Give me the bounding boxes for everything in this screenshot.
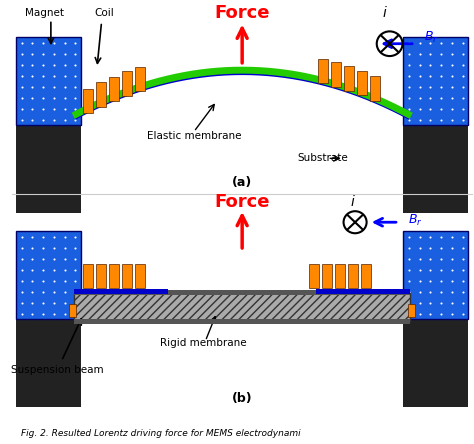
Text: Force: Force xyxy=(214,194,270,211)
Text: Magnet: Magnet xyxy=(26,8,64,18)
Bar xyxy=(403,72,468,214)
FancyBboxPatch shape xyxy=(16,37,81,125)
Text: (a): (a) xyxy=(232,176,252,189)
Bar xyxy=(109,264,119,288)
Text: Coil: Coil xyxy=(94,8,114,18)
Bar xyxy=(69,304,76,317)
Bar xyxy=(335,264,345,288)
Text: $i$: $i$ xyxy=(350,194,356,209)
Text: Suspension beam: Suspension beam xyxy=(10,365,103,375)
FancyBboxPatch shape xyxy=(403,231,468,319)
Bar xyxy=(74,289,168,293)
Bar xyxy=(74,293,410,321)
Text: $i$: $i$ xyxy=(382,5,388,20)
Bar xyxy=(83,264,93,288)
Bar xyxy=(74,289,410,295)
Bar xyxy=(135,67,145,91)
Bar xyxy=(370,76,380,101)
Bar xyxy=(361,264,371,288)
Text: Substrate: Substrate xyxy=(298,153,348,163)
Bar xyxy=(109,76,119,101)
Bar xyxy=(16,266,81,407)
Bar xyxy=(74,319,410,324)
Bar xyxy=(344,67,354,91)
Bar xyxy=(309,264,319,288)
Bar xyxy=(408,304,415,317)
FancyBboxPatch shape xyxy=(403,37,468,125)
Bar xyxy=(122,264,132,288)
Text: $B_r$: $B_r$ xyxy=(424,30,439,45)
Text: Force: Force xyxy=(214,4,270,22)
Bar xyxy=(403,266,468,407)
Bar xyxy=(135,264,145,288)
Bar xyxy=(318,59,328,83)
Text: Rigid membrane: Rigid membrane xyxy=(160,338,246,349)
Text: $B_r$: $B_r$ xyxy=(408,213,423,228)
Bar xyxy=(348,264,358,288)
Bar xyxy=(83,89,93,113)
Text: Fig. 2. Resulted Lorentz driving force for MEMS electrodynami: Fig. 2. Resulted Lorentz driving force f… xyxy=(21,429,301,438)
FancyBboxPatch shape xyxy=(16,231,81,319)
Bar xyxy=(331,62,341,87)
Bar xyxy=(357,71,367,95)
Bar xyxy=(96,264,106,288)
Bar xyxy=(316,289,410,293)
Text: Elastic membrane: Elastic membrane xyxy=(146,131,241,141)
Bar xyxy=(122,71,132,95)
Bar xyxy=(322,264,332,288)
Text: (b): (b) xyxy=(232,392,253,405)
Bar xyxy=(96,82,106,107)
Bar xyxy=(16,72,81,214)
